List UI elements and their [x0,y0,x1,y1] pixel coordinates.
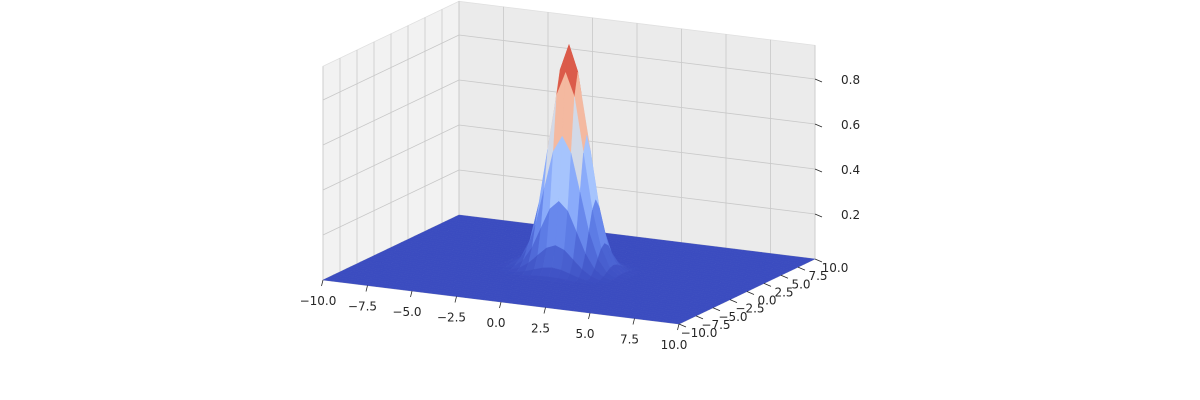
x-tick-label: −5.0 [392,305,421,319]
z-tick-label: 0.8 [841,73,860,87]
y-tick-mark [729,299,738,303]
x-tick-mark [365,285,368,292]
back-grid-z [458,34,816,80]
x-tick-label: 2.5 [531,322,550,336]
z-tick-mark [814,78,823,83]
y-tick-label: −2.5 [735,302,764,316]
x-tick-mark [410,290,413,298]
y-tick-mark [695,315,704,320]
x-tick-label: −2.5 [437,311,466,325]
z-tick-label: 0.2 [841,208,860,222]
z-tick-mark [814,213,823,218]
z-tick-mark [814,168,823,173]
x-tick-label: −10.0 [300,294,337,308]
y-tick-label: 5.0 [791,277,810,291]
y-tick-label: 7.5 [808,269,827,283]
y-tick-label: −7.5 [701,318,730,332]
left-grid-z [322,34,460,101]
back-grid-z [458,79,816,125]
x-tick-mark [543,307,546,314]
y-tick-mark [712,307,721,312]
x-tick-mark [632,318,635,325]
left-grid-z [322,124,460,191]
back-grid-z [458,169,816,215]
x-tick-mark [499,301,502,309]
x-tick-mark [321,279,324,287]
left-grid-z [322,169,460,236]
z-tick-label: 0.4 [841,163,860,177]
y-tick-mark [763,283,772,287]
z-tick-mark [814,123,823,128]
x-tick-label: 7.5 [620,333,639,347]
x-tick-mark [677,323,680,331]
x-tick-mark [588,312,591,320]
y-tick-mark [814,258,823,263]
y-tick-mark [678,323,687,328]
y-tick-mark [780,274,789,279]
y-tick-label: −5.0 [718,310,747,324]
y-tick-label: −10.0 [681,326,718,340]
x-tick-label: 10.0 [661,338,688,352]
x-tick-label: 5.0 [575,327,594,341]
y-tick-mark [797,266,806,271]
left-grid-z [322,79,460,146]
back-grid-z [458,124,816,170]
x-tick-label: −7.5 [348,300,377,314]
x-tick-label: 0.0 [486,316,505,330]
y-tick-label: 2.5 [774,285,793,299]
x-tick-mark [454,296,457,303]
y-tick-mark [746,291,755,295]
z-tick-label: 0.6 [841,118,860,132]
axis-ticks: −10.0 −7.5 −5.0 −2.5 0.0 2.5 5.0 7.5 10.0−10.0−7… [300,73,860,352]
surface-mesh [322,44,816,325]
y-tick-label: 0.0 [757,294,776,308]
y-tick-label: 10.0 [822,261,849,275]
surface-face [669,321,684,325]
